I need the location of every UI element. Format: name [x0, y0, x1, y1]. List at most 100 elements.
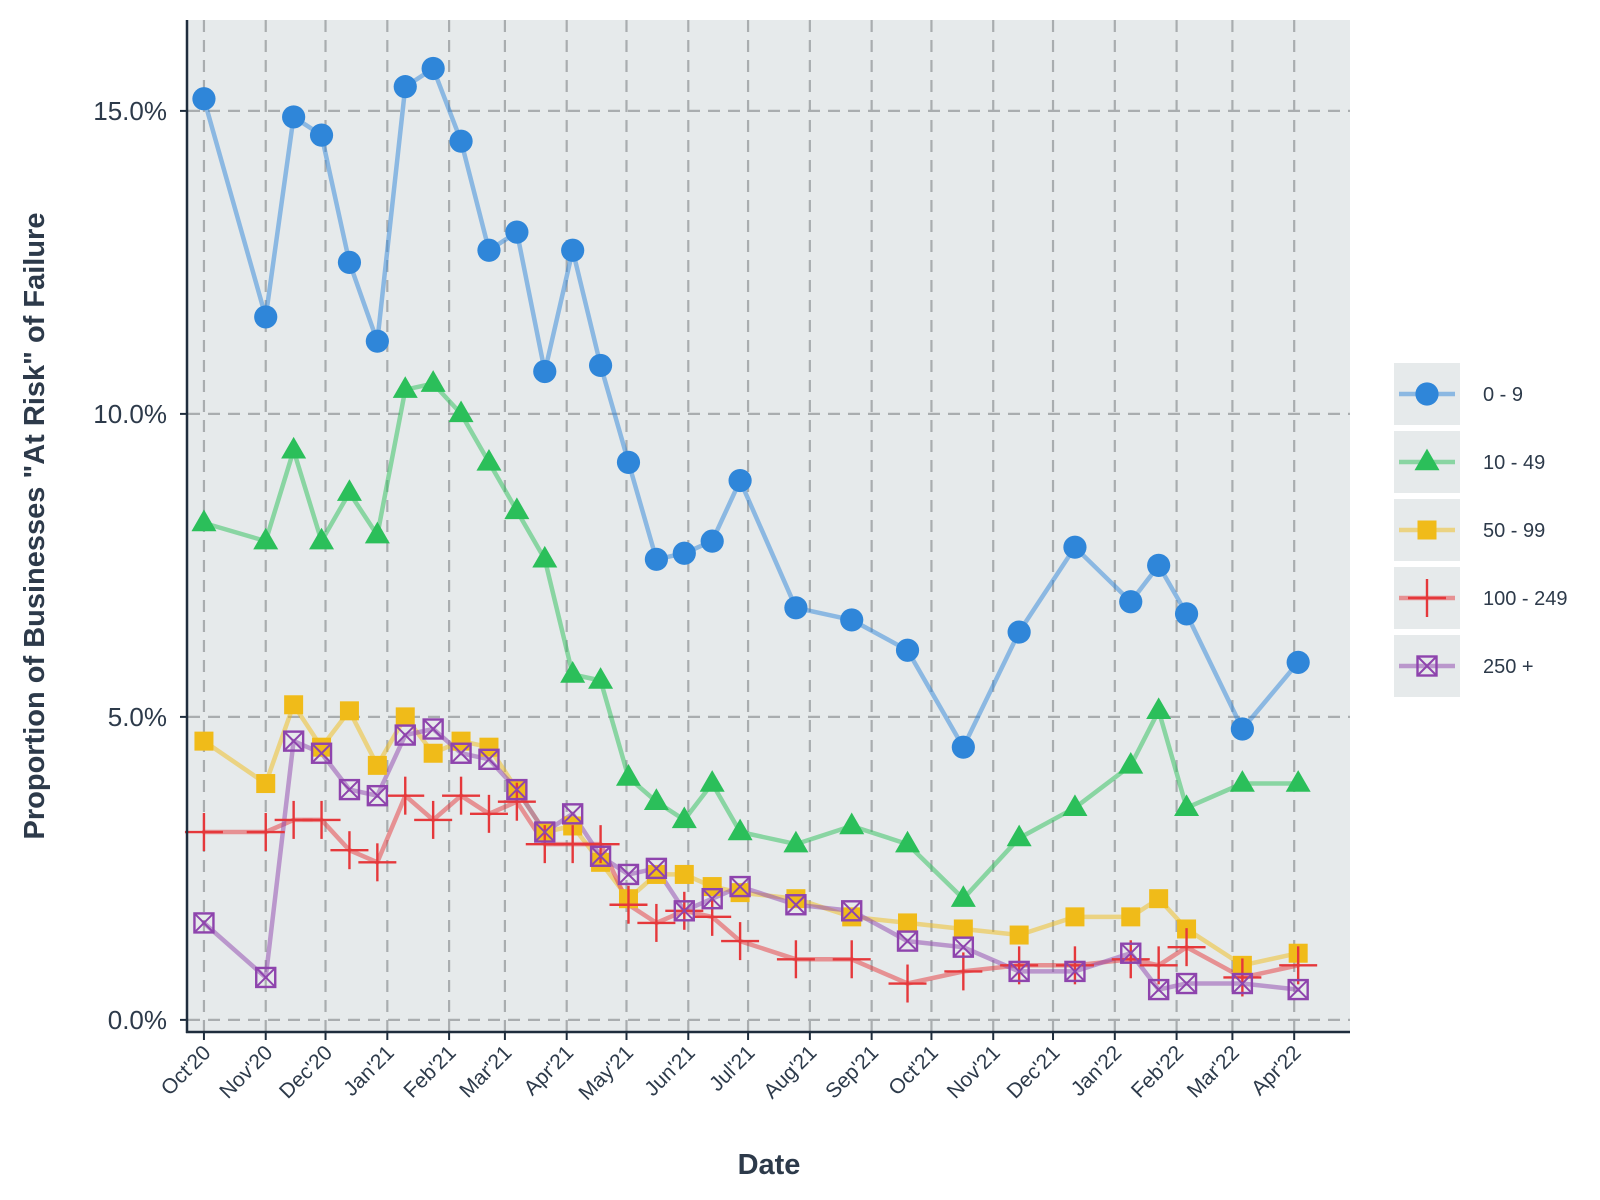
- legend-item: 10 - 49: [1394, 431, 1545, 493]
- data-point: [1223, 958, 1262, 997]
- data-point: [561, 238, 585, 262]
- data-point: [1416, 655, 1438, 677]
- data-point: [337, 250, 362, 274]
- data-point: [310, 742, 333, 764]
- legend-label: 0 - 9: [1483, 384, 1523, 406]
- data-point: [339, 701, 359, 721]
- data-point: [1147, 553, 1171, 577]
- series-points: [191, 370, 1311, 907]
- data-point: [1230, 717, 1254, 741]
- data-point: [414, 800, 453, 839]
- x-tick-label: Jan'21: [339, 1041, 399, 1101]
- data-point: [1139, 946, 1178, 985]
- data-point: [365, 329, 389, 353]
- data-point: [449, 129, 473, 153]
- data-point: [1008, 960, 1030, 983]
- data-point: [895, 830, 921, 853]
- data-point: [477, 238, 501, 262]
- data-point: [504, 497, 530, 520]
- data-point: [673, 900, 695, 922]
- data-point: [1414, 448, 1440, 471]
- x-tick-label: Oct'20: [157, 1041, 216, 1100]
- legend-item: 0 - 9: [1394, 363, 1523, 425]
- data-point: [1408, 579, 1446, 617]
- legend-item: 50 - 99: [1394, 499, 1545, 561]
- data-point: [1118, 751, 1144, 774]
- data-point: [309, 123, 334, 147]
- data-point: [785, 894, 807, 916]
- data-point: [1175, 972, 1198, 995]
- data-point: [1064, 960, 1086, 983]
- data-point: [184, 813, 223, 852]
- data-point: [645, 857, 668, 880]
- data-point: [1006, 824, 1032, 847]
- data-point: [420, 370, 446, 392]
- x-tick-label: May'21: [574, 1041, 638, 1105]
- data-point: [784, 596, 808, 620]
- data-point: [1286, 650, 1310, 674]
- data-point: [1009, 925, 1029, 945]
- data-point: [282, 730, 305, 752]
- data-point: [256, 774, 276, 794]
- data-point: [944, 952, 983, 991]
- x-tick-label: Mar'22: [1183, 1041, 1244, 1102]
- data-point: [721, 922, 760, 961]
- data-point: [898, 913, 918, 933]
- data-point: [783, 830, 809, 853]
- data-point: [1062, 794, 1088, 817]
- data-point: [786, 889, 806, 909]
- data-point: [533, 359, 557, 384]
- x-tick-label: Jan'22: [1067, 1041, 1127, 1101]
- y-tick-label: 0.0%: [108, 1005, 167, 1035]
- data-point: [699, 770, 725, 792]
- x-tick-label: Apr'22: [1247, 1041, 1306, 1100]
- data-point: [478, 748, 500, 771]
- data-point: [671, 806, 697, 829]
- data-point: [442, 776, 481, 815]
- series-points: [194, 695, 1308, 975]
- x-tick-label: Dec'21: [1003, 1041, 1065, 1103]
- data-point: [644, 547, 668, 571]
- data-point: [422, 718, 444, 740]
- x-tick-label: Oct'21: [884, 1041, 943, 1100]
- data-point: [588, 667, 614, 689]
- data-point: [423, 743, 443, 763]
- data-point: [192, 87, 216, 111]
- data-point: [386, 776, 425, 815]
- x-tick-label: Jul'21: [705, 1041, 760, 1096]
- data-point: [950, 885, 976, 907]
- data-point: [839, 812, 865, 835]
- data-point: [421, 56, 445, 81]
- data-point: [282, 105, 306, 129]
- data-point: [730, 883, 750, 903]
- data-point: [896, 930, 919, 952]
- x-tick-label: Feb'22: [1127, 1041, 1188, 1102]
- data-point: [840, 608, 864, 632]
- y-tick-label: 15.0%: [93, 96, 167, 126]
- data-point: [476, 448, 502, 471]
- data-point: [392, 376, 418, 398]
- data-point: [312, 737, 332, 757]
- data-point: [727, 818, 753, 841]
- data-point: [888, 964, 927, 1003]
- x-tick-label: Mar'21: [455, 1041, 516, 1102]
- legend-label: 100 - 249: [1483, 588, 1568, 610]
- data-point: [693, 897, 732, 936]
- x-axis-title: Date: [738, 1149, 801, 1181]
- data-point: [1174, 794, 1200, 817]
- data-point: [1121, 907, 1141, 927]
- legend-label: 50 - 99: [1483, 520, 1545, 542]
- data-point: [479, 737, 499, 757]
- data-point: [1415, 382, 1439, 406]
- data-point: [451, 731, 471, 751]
- data-point: [589, 845, 612, 867]
- data-point: [637, 903, 676, 942]
- data-point: [1279, 946, 1318, 985]
- data-point: [674, 864, 694, 884]
- data-point: [615, 764, 641, 786]
- data-point: [617, 863, 640, 886]
- data-point: [1285, 770, 1311, 792]
- legend-label: 250 +: [1483, 656, 1534, 678]
